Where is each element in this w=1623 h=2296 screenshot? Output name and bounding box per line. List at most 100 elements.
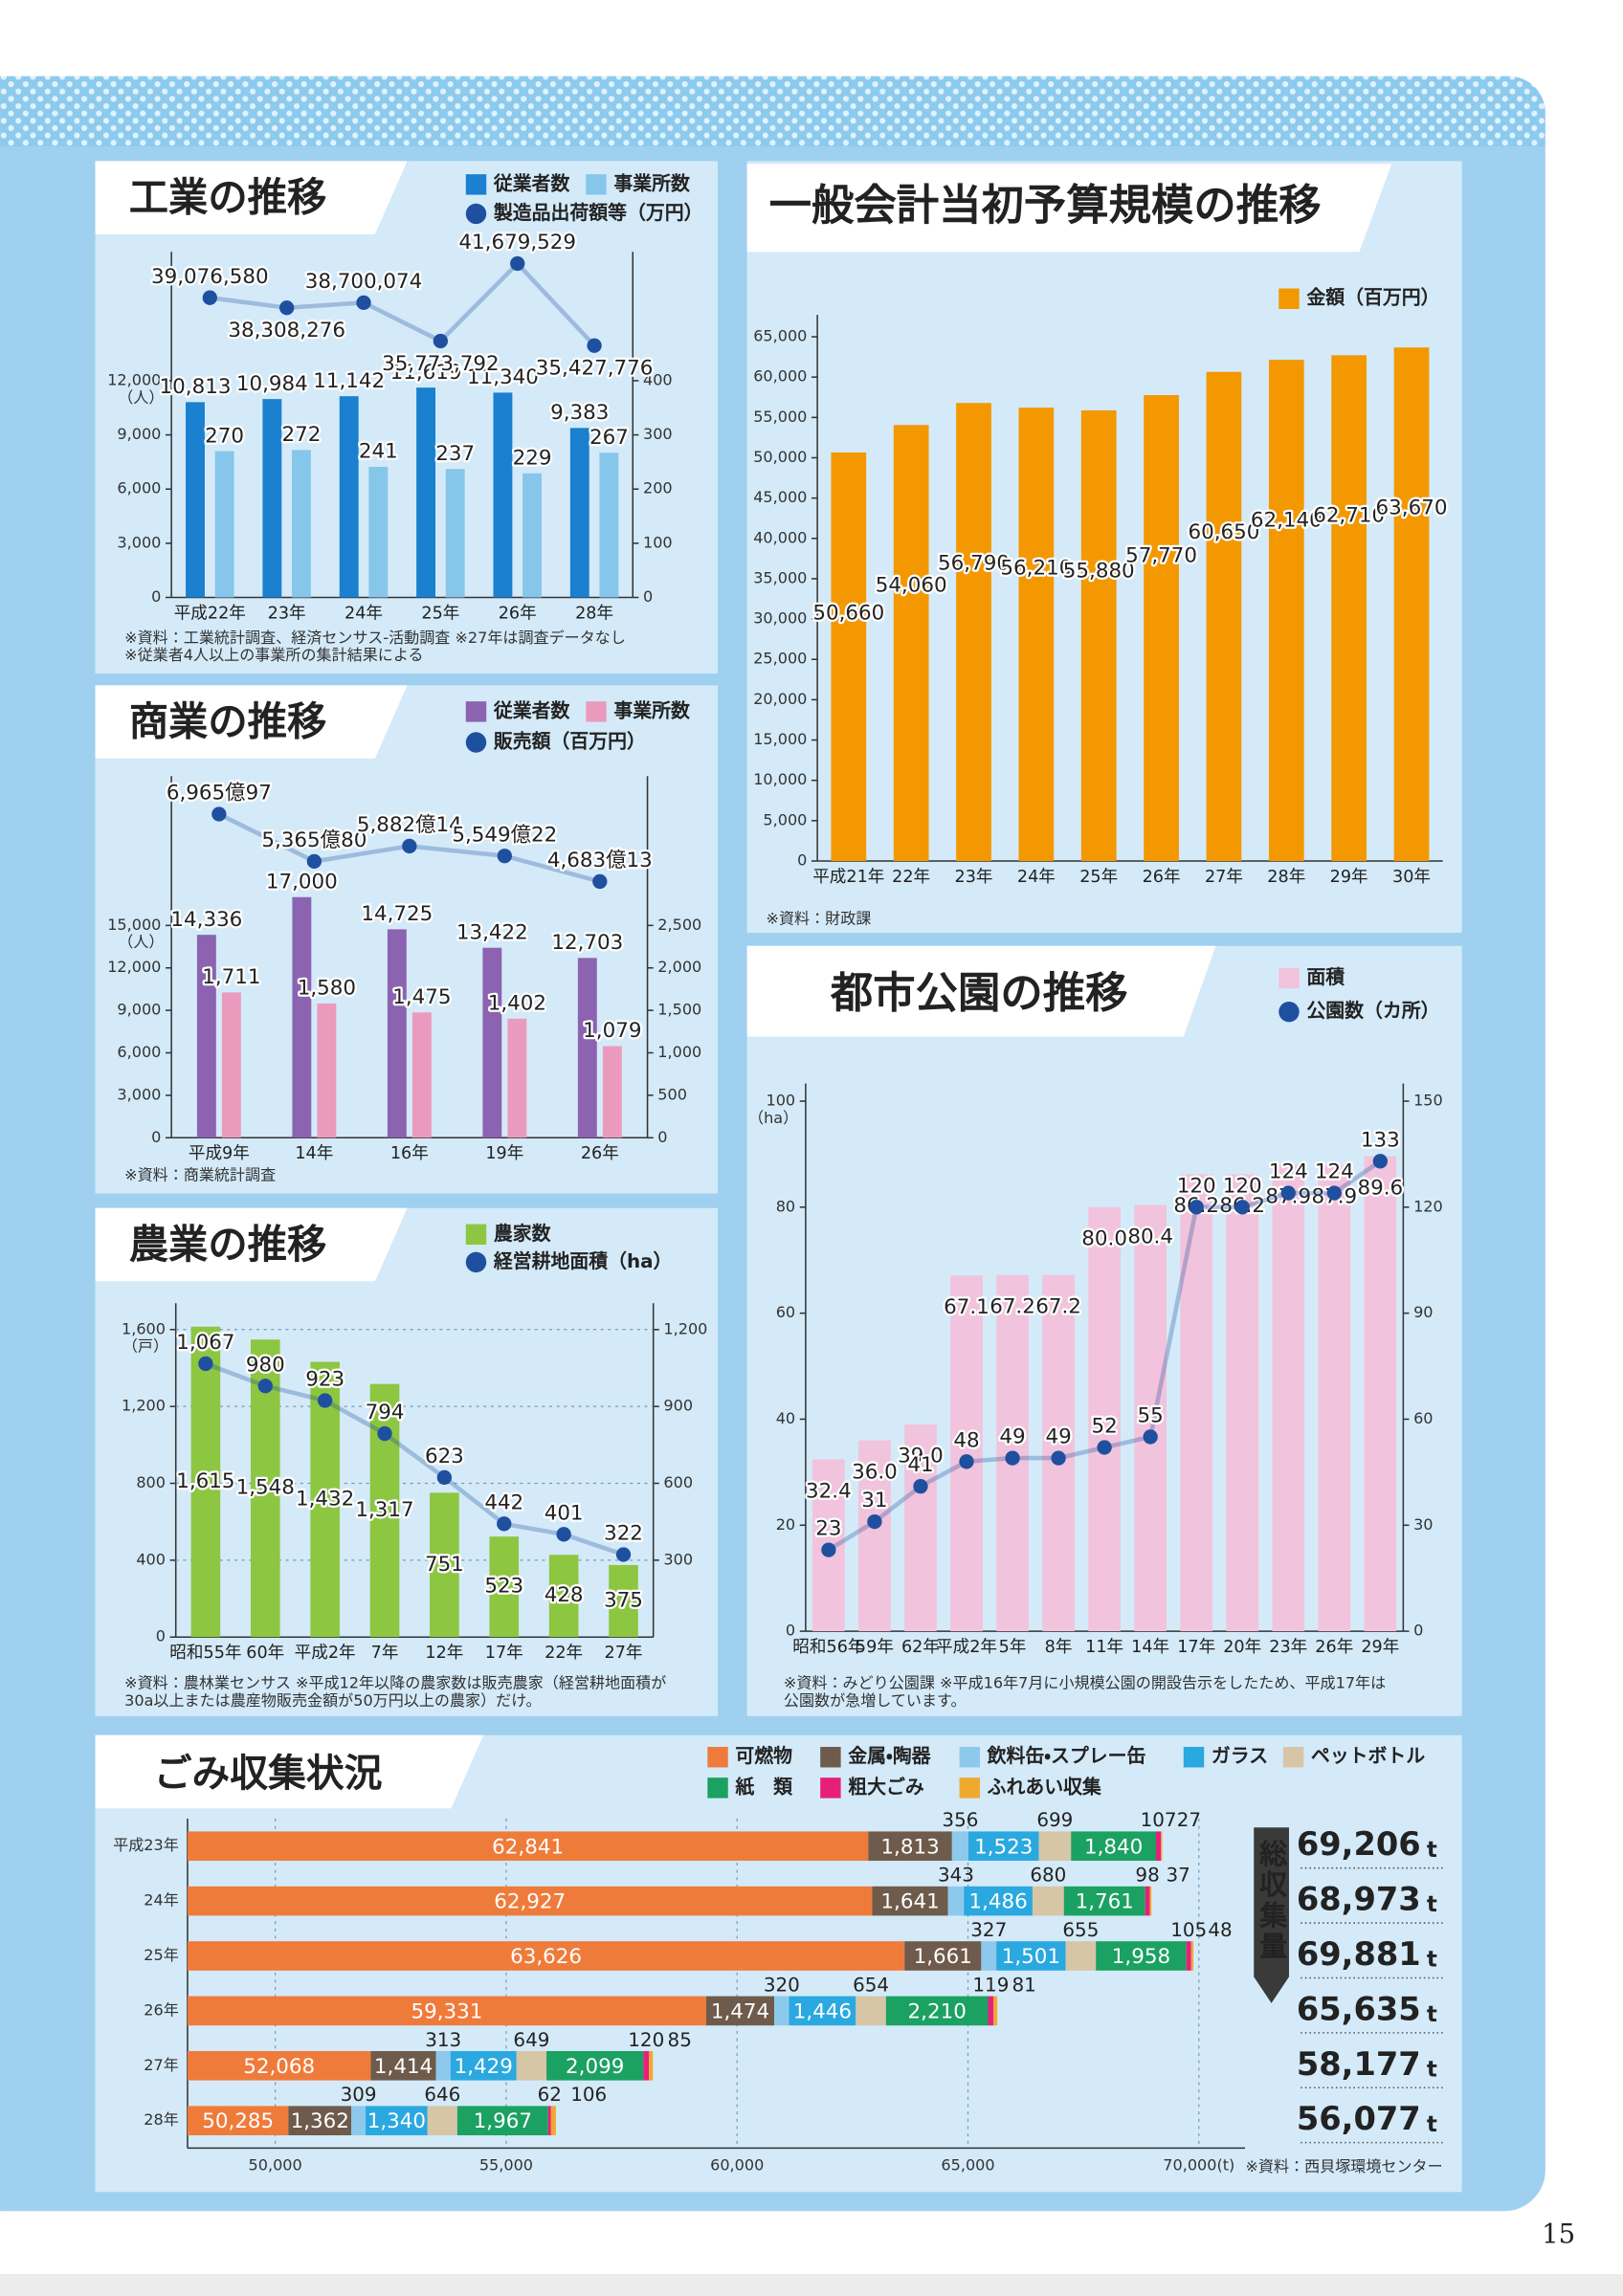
bar-segment — [187, 1941, 905, 1971]
segment-label: 343 — [938, 1865, 974, 1887]
bar-label: 56,790 — [938, 552, 1010, 576]
y-tick-label: 3,000 — [117, 1085, 161, 1103]
legend-swatch — [586, 701, 607, 722]
bar-segment — [789, 1996, 856, 2026]
bar-label: 39.0 — [898, 1445, 944, 1468]
x-tick-label: 11年 — [1085, 1638, 1123, 1657]
bar-label: 67.2 — [989, 1294, 1035, 1318]
segment-label: 1,429 — [455, 2055, 513, 2079]
bar-segment — [1038, 1831, 1072, 1862]
segment-label: 327 — [970, 1919, 1007, 1941]
note: ※資料：西貝塚環境センター — [1245, 2157, 1442, 2175]
segment-label: 1,761 — [1076, 1890, 1134, 1914]
y-tick-label: 60,000 — [753, 367, 807, 386]
y-tick-label: 1,600 — [122, 1319, 166, 1337]
legend-swatch — [820, 1777, 841, 1799]
bar-label: 751 — [425, 1553, 464, 1577]
bar-segment — [1071, 1831, 1157, 1862]
bar — [221, 992, 241, 1138]
bar — [190, 1326, 221, 1638]
bar — [489, 1536, 520, 1638]
bar — [214, 451, 234, 598]
chart-title: 商業の推移 — [129, 699, 327, 745]
bar — [831, 452, 867, 861]
x-tick-label: 30年 — [1392, 868, 1431, 887]
bar — [1018, 408, 1055, 861]
bar-label: 1,432 — [296, 1487, 354, 1511]
bar — [186, 402, 205, 598]
bar-label: 229 — [513, 446, 552, 470]
point-label: 6,965億97 — [167, 782, 272, 806]
note: ※資料：農林業センサス ※平成12年以降の農家数は販売農家（経営耕地面積が — [124, 1674, 666, 1692]
segment-label: 309 — [341, 2084, 377, 2106]
y2-tick-label: 150 — [1413, 1092, 1443, 1110]
point-label: 38,700,074 — [305, 270, 423, 294]
bar-segment — [643, 2051, 650, 2081]
line-point — [211, 806, 227, 822]
chart-title: 農業の推移 — [129, 1222, 327, 1268]
bar-label: 62,710 — [1313, 504, 1385, 528]
bar — [1134, 1204, 1167, 1632]
x-tick-label: 12年 — [425, 1644, 463, 1663]
y2-tick-label: 2,000 — [657, 958, 701, 976]
bar-segment — [904, 1941, 982, 1971]
point-label: 133 — [1361, 1128, 1400, 1152]
y-tick-label: 0 — [156, 1627, 166, 1645]
segment-label: 105 — [1170, 1919, 1207, 1941]
chart-title: 工業の推移 — [129, 175, 327, 221]
bar — [904, 1424, 937, 1632]
bar-label: 10,984 — [236, 372, 308, 396]
legend-swatch — [1278, 1001, 1300, 1023]
bar-label: 9,383 — [550, 401, 609, 425]
point-label: 41,679,529 — [458, 231, 576, 254]
bar-label: 62,140 — [1251, 509, 1323, 533]
y-tick-label: 28年 — [144, 2110, 179, 2129]
line-point — [377, 1425, 392, 1442]
x-tick-label: 昭和56年 — [792, 1638, 864, 1657]
legend-label: 可燃物 — [735, 1745, 792, 1767]
bar-segment — [885, 1996, 989, 2026]
point-label: 442 — [484, 1490, 523, 1514]
legend-swatch — [465, 1251, 487, 1273]
bar-label: 272 — [282, 423, 322, 447]
point-label: 401 — [545, 1501, 584, 1525]
segment-label: 63,626 — [510, 1945, 582, 1969]
segment-label: 2,099 — [566, 2055, 624, 2079]
total-value: 69,881 — [1297, 1935, 1421, 1973]
x-tick-label: 50,000 — [249, 2155, 302, 2174]
line-point — [1097, 1440, 1112, 1455]
bar-segment — [450, 2051, 517, 2081]
x-tick-label: 25年 — [421, 604, 459, 623]
segment-label: 62,927 — [494, 1890, 566, 1914]
segment-label: 654 — [853, 1974, 889, 1996]
y2-tick-label: 30 — [1413, 1515, 1433, 1534]
line-point — [867, 1513, 882, 1530]
y-tick-label: 55,000 — [753, 408, 807, 426]
y-tick-label: 26年 — [144, 2000, 179, 2019]
bar-label: 1,317 — [355, 1498, 413, 1522]
x-tick-label: 27年 — [605, 1644, 643, 1663]
bar — [1364, 1156, 1397, 1632]
bar-segment — [967, 1831, 1039, 1862]
bar-segment — [981, 1941, 997, 1971]
point-label: 623 — [425, 1445, 464, 1468]
bar-label: 54,060 — [876, 574, 947, 598]
y-tick-label: 400 — [136, 1550, 166, 1568]
bar-segment — [1156, 1831, 1162, 1862]
segment-label: 107 — [1141, 1809, 1177, 1831]
note: ※資料：商業統計調査 — [124, 1166, 276, 1184]
bar-label: 63,670 — [1376, 497, 1448, 520]
point-label: 48 — [953, 1428, 979, 1452]
x-tick-label: 65,000 — [941, 2155, 994, 2174]
legend-label: 金属・陶器 — [848, 1745, 931, 1767]
segment-label: 1,967 — [474, 2109, 532, 2133]
bar — [1268, 360, 1304, 862]
bar — [292, 896, 312, 1138]
x-tick-label: 23年 — [268, 604, 306, 623]
point-label: 5,365億80 — [261, 828, 367, 852]
y-tick-label: 40,000 — [753, 528, 807, 546]
bar — [1088, 1206, 1121, 1632]
bar-segment — [1149, 1886, 1152, 1916]
x-tick-label: 26年 — [581, 1144, 619, 1163]
